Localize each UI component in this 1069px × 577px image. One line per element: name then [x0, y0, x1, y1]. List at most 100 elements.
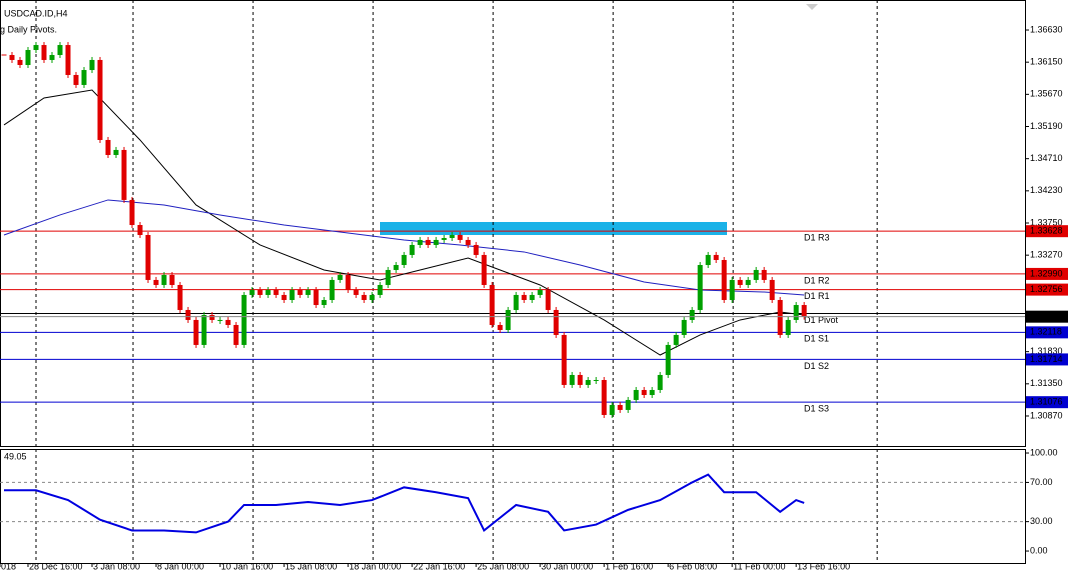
indicator-name: g Daily Pivots.	[0, 24, 57, 34]
candle	[201, 315, 207, 345]
candle	[721, 259, 727, 300]
candle	[25, 49, 31, 65]
candle	[73, 74, 79, 85]
y-tick-label: 1.33270	[1030, 250, 1063, 260]
rsi-value: 49.05	[4, 451, 27, 461]
price-box	[1026, 283, 1068, 296]
candle	[457, 234, 463, 240]
candle	[281, 294, 287, 300]
candle	[465, 239, 471, 245]
candle	[337, 274, 343, 280]
y-tick-label: 1.34710	[1030, 153, 1063, 163]
candle	[585, 379, 591, 385]
candle	[473, 244, 479, 255]
candle	[801, 305, 807, 317]
x-tick-label: 22 Jan 16:00	[413, 561, 465, 571]
x-tick-label: 25 Jan 08:00	[477, 561, 529, 571]
x-tick-label: 18 Jan 00:00	[349, 561, 401, 571]
price-box	[1026, 310, 1068, 323]
candle	[529, 294, 535, 300]
price-box-label: 1.31076	[1030, 397, 1063, 407]
candle	[265, 290, 271, 295]
x-tick-label: 3 Jan 08:00	[93, 561, 140, 571]
candle	[729, 279, 735, 300]
candle	[433, 239, 439, 245]
candle	[137, 225, 143, 235]
price-box	[1026, 225, 1068, 238]
candle	[369, 294, 375, 300]
candle	[593, 379, 599, 381]
moving-average	[3, 199, 805, 296]
pivot-label: D1 R1	[804, 291, 830, 301]
candle	[9, 55, 15, 60]
zone-rectangle	[380, 222, 727, 235]
candle	[537, 290, 543, 295]
candle	[561, 334, 567, 385]
candle	[377, 284, 383, 295]
candle	[49, 55, 55, 60]
candle	[225, 319, 231, 325]
y-tick-label: 1.35190	[1030, 121, 1063, 131]
y-tick-label: 1.36630	[1030, 24, 1063, 34]
candle	[57, 45, 63, 56]
candle	[353, 290, 359, 295]
candle	[233, 324, 239, 345]
candle	[65, 45, 71, 75]
candle	[193, 319, 199, 345]
candle	[425, 239, 431, 245]
candle	[361, 294, 367, 300]
y-tick-label: 1.34230	[1030, 185, 1063, 195]
x-tick-label: 15 Jan 08:00	[285, 561, 337, 571]
moving-average	[3, 89, 805, 356]
candle	[505, 309, 511, 331]
x-tick-label: 28 Dec 16:00	[29, 561, 83, 571]
x-tick-label: 11 Feb 00:00	[733, 561, 785, 571]
pivot-label: D1 R2	[804, 275, 830, 285]
candle	[665, 344, 671, 375]
candle	[329, 279, 335, 300]
rsi-tick-label: 100.00	[1030, 447, 1058, 457]
candle	[345, 274, 351, 291]
candle	[41, 45, 47, 60]
candle	[113, 149, 119, 155]
pivot-label: D1 S2	[804, 361, 829, 371]
y-tick-label: 1.33750	[1030, 217, 1063, 227]
candle	[417, 239, 423, 245]
candle	[273, 290, 279, 295]
candle	[297, 290, 303, 295]
candle	[177, 284, 183, 310]
candle	[673, 334, 679, 345]
candle	[97, 59, 103, 140]
candle	[489, 284, 495, 325]
candle	[569, 374, 575, 385]
candle	[209, 315, 215, 320]
candle	[681, 319, 687, 335]
shift-marker	[806, 4, 818, 10]
candle	[689, 309, 695, 320]
candle	[33, 45, 39, 50]
candle	[393, 265, 399, 270]
price-box-label: 1.32756	[1030, 284, 1063, 294]
rsi-line	[4, 473, 805, 534]
candle	[321, 299, 327, 306]
candle	[553, 309, 559, 335]
candle	[577, 374, 583, 385]
candle	[657, 374, 663, 390]
y-tick-label: 1.35670	[1030, 89, 1063, 99]
rsi-tick-label: 0.00	[1030, 545, 1048, 555]
candle	[497, 324, 503, 331]
rsi-tick-label: 30.00	[1030, 516, 1053, 526]
candle	[481, 254, 487, 285]
candle	[785, 319, 791, 335]
candle	[769, 279, 775, 300]
price-box-label: 1.32990	[1030, 268, 1063, 278]
candle	[241, 294, 247, 345]
candle	[257, 290, 263, 295]
pivot-label: D1 R3	[804, 233, 830, 243]
candle	[185, 309, 191, 320]
candle	[793, 305, 799, 320]
candle	[705, 254, 711, 266]
pivot-label: D1 S1	[804, 334, 829, 344]
candle	[153, 279, 159, 285]
